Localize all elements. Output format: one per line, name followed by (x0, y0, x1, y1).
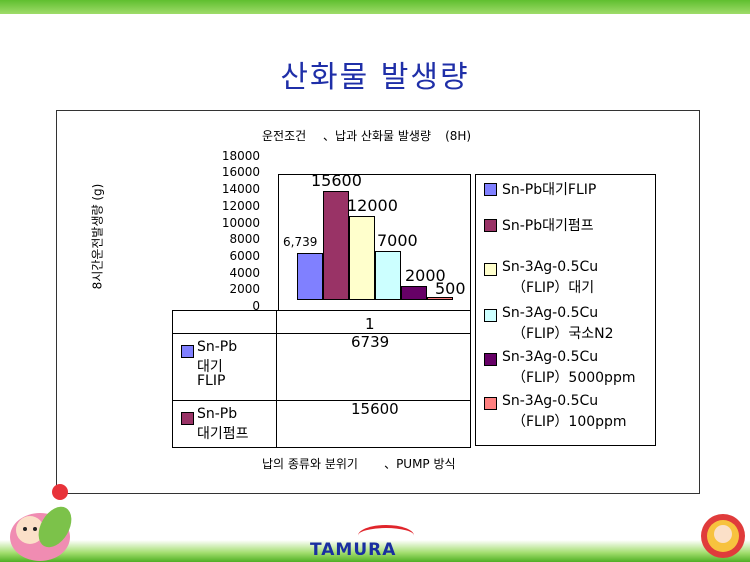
y-tick-label: 14000 (221, 182, 260, 197)
bottom-accent-bar (0, 540, 750, 562)
y-tick-label: 4000 (229, 265, 260, 280)
legend-label: Sn-3Ag-0.5Cu (502, 349, 599, 365)
y-tick-label: 10000 (221, 215, 260, 230)
y-tick-label: 12000 (221, 198, 260, 213)
legend: Sn-Pb대기FLIP Sn-Pb대기펌프 Sn-3Ag-0.5Cu （FLIP）대기… (475, 174, 656, 446)
legend-label: Sn-Pb대기펌프 (502, 218, 594, 234)
table-row-name: FLIP (197, 373, 226, 389)
bar (427, 296, 453, 300)
bar (401, 286, 427, 300)
table-row-name: Sn-Pb (197, 406, 238, 422)
bar (349, 216, 375, 300)
logo-swoosh-icon (358, 525, 414, 546)
table-row-value: 15600 (351, 400, 399, 418)
table-row-name: Sn-Pb (197, 339, 238, 355)
legend-label: （FLIP）100ppm (512, 414, 627, 430)
table-column-header: 1 (365, 315, 375, 333)
table-row-swatch (181, 345, 194, 358)
y-tick-label: 0 (252, 299, 260, 313)
data-label: 2000 (405, 266, 446, 285)
data-label: 6,739 (283, 234, 318, 249)
legend-swatch (484, 263, 497, 276)
y-tick-label: 8000 (229, 232, 260, 247)
y-axis-label: 8시간운전발생량 (g) (90, 183, 105, 290)
slide-title: 산화물 발생량 (280, 60, 470, 95)
y-tick-label: 16000 (221, 165, 260, 180)
legend-swatch (484, 397, 497, 410)
legend-label: （FLIP）5000ppm (512, 370, 636, 386)
legend-label: （FLIP）대기 (512, 280, 595, 296)
data-label: 12000 (347, 196, 398, 215)
data-label: 15600 (311, 170, 362, 190)
data-label: 7000 (377, 231, 418, 250)
badge-icon (701, 514, 745, 558)
legend-label: Sn-3Ag-0.5Cu (502, 259, 599, 275)
tamura-logo: TAMURA (310, 540, 397, 560)
table-row-swatch (181, 412, 194, 425)
top-accent-bar (0, 0, 750, 14)
mascot-icon (10, 484, 72, 561)
legend-label: Sn-3Ag-0.5Cu (502, 393, 599, 409)
bar (375, 251, 401, 300)
legend-swatch (484, 353, 497, 366)
y-tick-label: 2000 (229, 282, 260, 297)
chart-panel: 운전조건 、납과 산화물 발생량 (8H) 8시간운전발생량 (g) 18000… (56, 110, 700, 494)
table-row-value: 6739 (351, 333, 390, 351)
legend-swatch (484, 309, 497, 322)
legend-label: Sn-3Ag-0.5Cu (502, 305, 599, 321)
legend-label: （FLIP）국소N2 (512, 326, 614, 342)
chart-title: 운전조건 、납과 산화물 발생량 (8H) (262, 127, 471, 144)
table-row-name: 대기 (197, 359, 223, 375)
data-table: 1 Sn-Pb 대기 FLIP 6739 Sn-Pb 대기펌프 15600 (172, 310, 471, 448)
y-tick-label: 18000 (221, 148, 260, 163)
data-label: 500 (435, 278, 466, 298)
table-row-name: 대기펌프 (197, 426, 249, 442)
y-tick-label: 6000 (229, 248, 260, 263)
chart-title-text: 운전조건 、납과 산화물 발생량 (8H) (262, 129, 472, 143)
x-axis-label-text: 납의 종류와 분위기 、PUMP 방식 (262, 457, 456, 471)
legend-swatch (484, 219, 497, 232)
bar (323, 190, 349, 300)
legend-label: Sn-Pb대기FLIP (502, 182, 597, 198)
bar (297, 252, 323, 300)
legend-swatch (484, 183, 497, 196)
x-axis-label: 납의 종류와 분위기 、PUMP 방식 (262, 455, 456, 472)
